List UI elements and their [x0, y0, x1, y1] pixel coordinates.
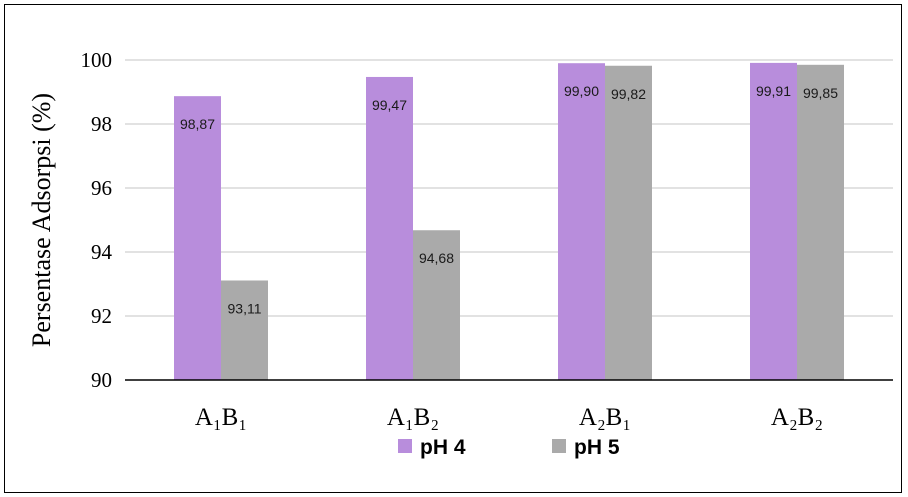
x-tick-label: A₁B₁: [195, 404, 247, 431]
data-label: 99,47: [372, 97, 407, 113]
legend-swatch-ph4: [398, 439, 412, 453]
bar-ph5-1: [413, 230, 460, 380]
y-tick-label: 92: [91, 304, 112, 328]
bar-ph4-0: [174, 96, 221, 380]
y-tick-label: 96: [91, 176, 112, 200]
data-label: 99,82: [611, 86, 646, 102]
legend-swatch-ph5: [552, 439, 566, 453]
y-tick-label: 98: [91, 112, 112, 136]
y-tick-labels: 90 92 94 96 98 100: [81, 48, 113, 392]
y-axis-label: Persentase Adsorpsi (%): [27, 93, 56, 347]
data-label: 94,68: [419, 250, 454, 266]
data-label: 99,90: [564, 83, 599, 99]
bar-ph4-3: [750, 62, 797, 380]
bar-ph4-2: [558, 63, 605, 380]
y-tick-label: 100: [81, 48, 113, 72]
data-label: 93,11: [228, 300, 262, 316]
bar-ph5-2: [605, 65, 652, 380]
legend: pH 4 pH 5: [398, 436, 620, 459]
x-tick-label: A₁B₂: [387, 404, 439, 431]
x-tick-label: A₂B₂: [771, 404, 823, 431]
legend-label-ph4: pH 4: [420, 436, 466, 459]
y-tick-label: 94: [91, 240, 113, 264]
x-tick-label: A₂B₁: [579, 404, 631, 431]
data-label: 99,91: [756, 83, 791, 99]
bar-ph5-3: [797, 64, 844, 381]
data-label: 99,85: [803, 85, 838, 101]
y-tick-label: 90: [91, 368, 112, 392]
bars: [174, 62, 844, 381]
x-tick-labels: A₁B₁ A₁B₂ A₂B₁ A₂B₂: [195, 404, 823, 431]
data-label: 98,87: [180, 116, 215, 132]
bar-ph4-1: [366, 76, 413, 381]
data-labels: 98,87 93,11 99,47 94,68 99,90 99,82 99,91 99,85: [180, 83, 838, 317]
bar-ph5-0: [221, 280, 268, 380]
legend-label-ph5: pH 5: [574, 436, 620, 459]
